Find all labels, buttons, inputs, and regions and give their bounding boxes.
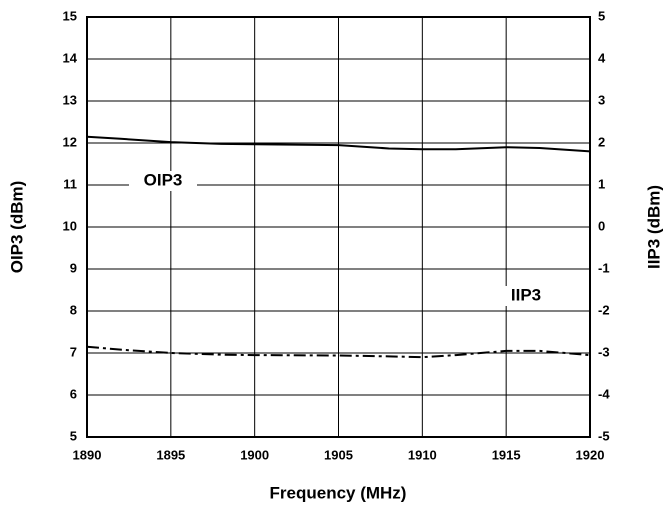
y2-tick-label: -1	[598, 260, 610, 275]
y-axis-title: OIP3 (dBm)	[7, 181, 26, 274]
series-label: OIP3	[144, 170, 183, 189]
y2-tick-label: 3	[598, 92, 605, 107]
y-tick-label: 6	[70, 386, 77, 401]
x-tick-label: 1910	[408, 447, 437, 462]
x-tick-label: 1895	[156, 447, 185, 462]
y2-tick-label: -4	[598, 386, 610, 401]
x-tick-label: 1905	[324, 447, 353, 462]
series-line	[86, 345, 591, 359]
series-line	[86, 135, 591, 153]
y-tick-label: 11	[63, 176, 77, 191]
y-tick-label: 10	[63, 218, 77, 233]
x-tick-label: 1920	[576, 447, 605, 462]
label-background	[129, 171, 197, 191]
y-tick-label: 12	[63, 134, 77, 149]
label-background	[492, 286, 560, 306]
y2-tick-label: 0	[598, 218, 605, 233]
y2-tick-label: 1	[598, 176, 605, 191]
x-axis-title: Frequency (MHz)	[270, 483, 407, 502]
y2-tick-label: -2	[598, 302, 610, 317]
x-tick-label: 1890	[73, 447, 102, 462]
y2-tick-label: -3	[598, 344, 610, 359]
y-tick-label: 8	[70, 302, 77, 317]
y-tick-label: 13	[63, 92, 77, 107]
y-tick-label: 5	[70, 428, 77, 443]
series-label: IIP3	[511, 285, 541, 304]
y-tick-label: 9	[70, 260, 77, 275]
y2-tick-label: 4	[598, 50, 606, 65]
plot-frame	[86, 16, 591, 438]
y2-tick-label: -5	[598, 428, 610, 443]
y-tick-label: 15	[63, 8, 77, 23]
x-tick-label: 1900	[240, 447, 269, 462]
y2-axis-title: IIP3 (dBm)	[644, 185, 663, 269]
y2-tick-label: 5	[598, 8, 605, 23]
y2-tick-label: 2	[598, 134, 605, 149]
y-tick-label: 7	[70, 344, 77, 359]
y-tick-label: 14	[63, 50, 78, 65]
x-tick-label: 1915	[492, 447, 521, 462]
